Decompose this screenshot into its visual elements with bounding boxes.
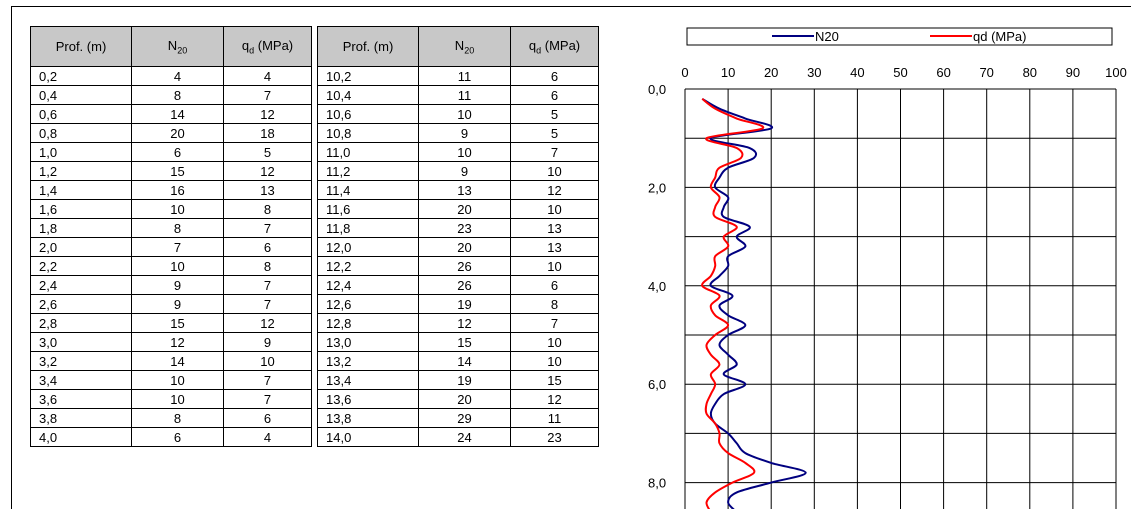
qd-cell: 13 [510,218,599,238]
depth-cell: 12,2 [317,256,419,276]
x-tick-label: 80 [1023,65,1037,80]
y-tick-label: 0,0 [648,82,666,97]
table-row: 11,2 9 10 [317,161,599,181]
depth-cell: 13,2 [317,351,419,371]
depth-cell: 11,8 [317,218,419,238]
qd-cell: 23 [510,427,599,447]
depth-cell: 10,4 [317,85,419,105]
y-tick-label: 4,0 [648,279,666,294]
depth-cell: 2,8 [30,313,132,333]
table-row: 1,8 8 7 [30,218,312,238]
n20-cell: 19 [418,370,511,390]
table-row: 3,0 12 9 [30,332,312,352]
depth-cell: 1,0 [30,142,132,162]
qd-cell: 12 [510,389,599,409]
table-row: 13,4 19 15 [317,370,599,390]
qd-cell: 13 [510,237,599,257]
depth-cell: 2,4 [30,275,132,295]
table-row: 4,0 6 4 [30,427,312,447]
qd-cell: 12 [510,180,599,200]
x-axis-ticks: 0 10 20 30 40 50 60 70 80 90 100 [681,65,1126,80]
header-qd: qd (MPa) [223,26,312,67]
table-row: 3,8 8 6 [30,408,312,428]
table-row: 11,0 10 7 [317,142,599,162]
legend-label: qd (MPa) [973,29,1026,44]
n20-cell: 20 [418,199,511,219]
table-row: 10,4 11 6 [317,85,599,105]
header-depth: Prof. (m) [30,26,132,67]
legend-label: N20 [815,29,839,44]
qd-cell: 10 [510,161,599,181]
table-row: 1,6 10 8 [30,199,312,219]
x-tick-label: 30 [807,65,821,80]
table-row: 11,6 20 10 [317,199,599,219]
x-tick-label: 10 [721,65,735,80]
table-row: 13,6 20 12 [317,389,599,409]
page-left-border [11,6,12,509]
table-row: 10,2 11 6 [317,66,599,86]
x-tick-label: 90 [1066,65,1080,80]
x-tick-label: 40 [850,65,864,80]
x-tick-label: 0 [681,65,688,80]
header-n20: N20 [418,26,511,67]
series-line-n20 [701,97,807,509]
n20-cell: 11 [418,66,511,86]
table-row: 14,0 24 23 [317,427,599,447]
n20-cell: 6 [131,427,224,447]
depth-cell: 4,0 [30,427,132,447]
table-row: 12,0 20 13 [317,237,599,257]
chart-series [701,97,807,509]
header-qd: qd (MPa) [510,26,599,67]
x-tick-label: 50 [893,65,907,80]
y-tick-label: 6,0 [648,377,666,392]
table-row: 11,8 23 13 [317,218,599,238]
qd-cell: 12 [223,161,312,181]
table-header-row: Prof. (m) N20 qd (MPa) [317,26,599,67]
depth-cell: 10,8 [317,123,419,143]
table-row: 12,4 26 6 [317,275,599,295]
table-row: 13,2 14 10 [317,351,599,371]
qd-cell: 4 [223,427,312,447]
table-row: 2,8 15 12 [30,313,312,333]
depth-cell: 3,0 [30,332,132,352]
qd-cell: 10 [510,351,599,371]
x-tick-label: 100 [1105,65,1127,80]
header-depth: Prof. (m) [317,26,419,67]
qd-cell: 11 [510,408,599,428]
table-row: 0,2 4 4 [30,66,312,86]
legend-box [686,27,1113,46]
spt-table-right: Prof. (m) N20 qd (MPa) 10,2 11 6 10,4 11 6 10,… [317,26,599,447]
y-axis-ticks: 0,0 2,0 4,0 6,0 8,0 [648,82,666,491]
y-tick-label: 2,0 [648,180,666,195]
table-row: 0,4 8 7 [30,85,312,105]
chart-grid [684,88,1117,509]
table-row: 13,8 29 11 [317,408,599,428]
table-row: 10,8 9 5 [317,123,599,143]
x-tick-label: 70 [979,65,993,80]
table-row: 12,8 12 7 [317,313,599,333]
y-tick-label: 8,0 [648,476,666,491]
qd-cell: 18 [223,123,312,143]
table-row: 0,8 20 18 [30,123,312,143]
depth-cell: 12,4 [317,275,419,295]
chart-legend: N20 qd (MPa) [686,27,1113,46]
page-top-border [11,6,1131,7]
spt-table-left: Prof. (m) N20 qd (MPa) 0,2 4 4 0,4 8 7 0,6 14 12… [30,26,312,447]
table-row: 10,6 10 5 [317,104,599,124]
x-tick-label: 20 [764,65,778,80]
x-tick-label: 60 [936,65,950,80]
n20-cell: 20 [131,123,224,143]
series-line-qd [701,98,765,509]
